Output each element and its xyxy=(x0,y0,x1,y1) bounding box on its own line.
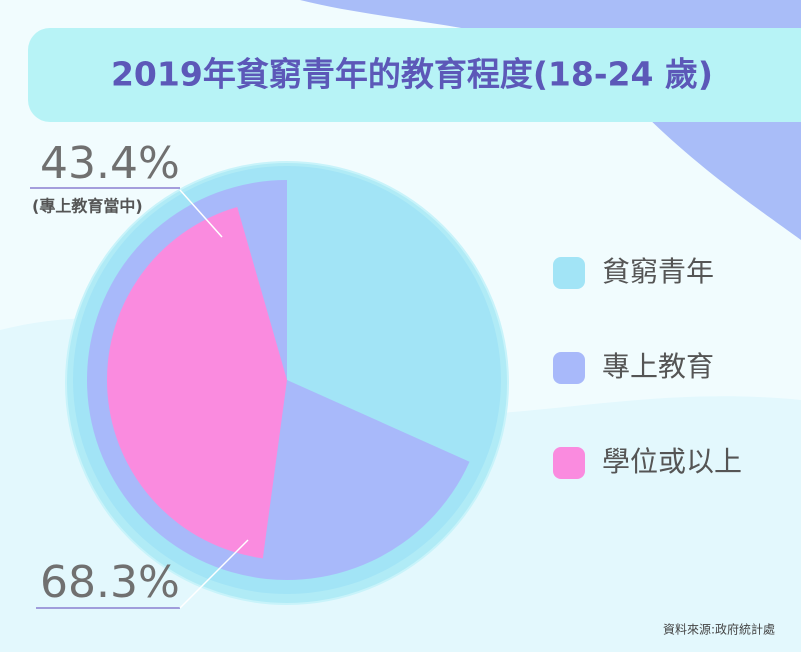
leader-line xyxy=(179,189,223,238)
legend-swatch xyxy=(553,352,585,384)
title-bar xyxy=(28,28,801,122)
legend-swatch xyxy=(553,447,585,479)
pie-slice xyxy=(106,207,288,559)
source-note: 資料來源:政府統計處 xyxy=(663,622,775,637)
value-label: 43.4% xyxy=(40,138,180,189)
legend-label: 貧窮青年 xyxy=(602,255,714,288)
value-label: 68.3% xyxy=(40,557,180,608)
annotation: (專上教育當中) xyxy=(32,197,143,216)
leader-line xyxy=(179,539,249,609)
pie xyxy=(65,161,509,605)
legend-swatch xyxy=(553,257,585,289)
chart-title: 2019年貧窮青年的教育程度(18-24 歲) xyxy=(111,55,713,94)
legend-label: 學位或以上 xyxy=(602,445,742,478)
legend-label: 專上教育 xyxy=(602,350,714,383)
